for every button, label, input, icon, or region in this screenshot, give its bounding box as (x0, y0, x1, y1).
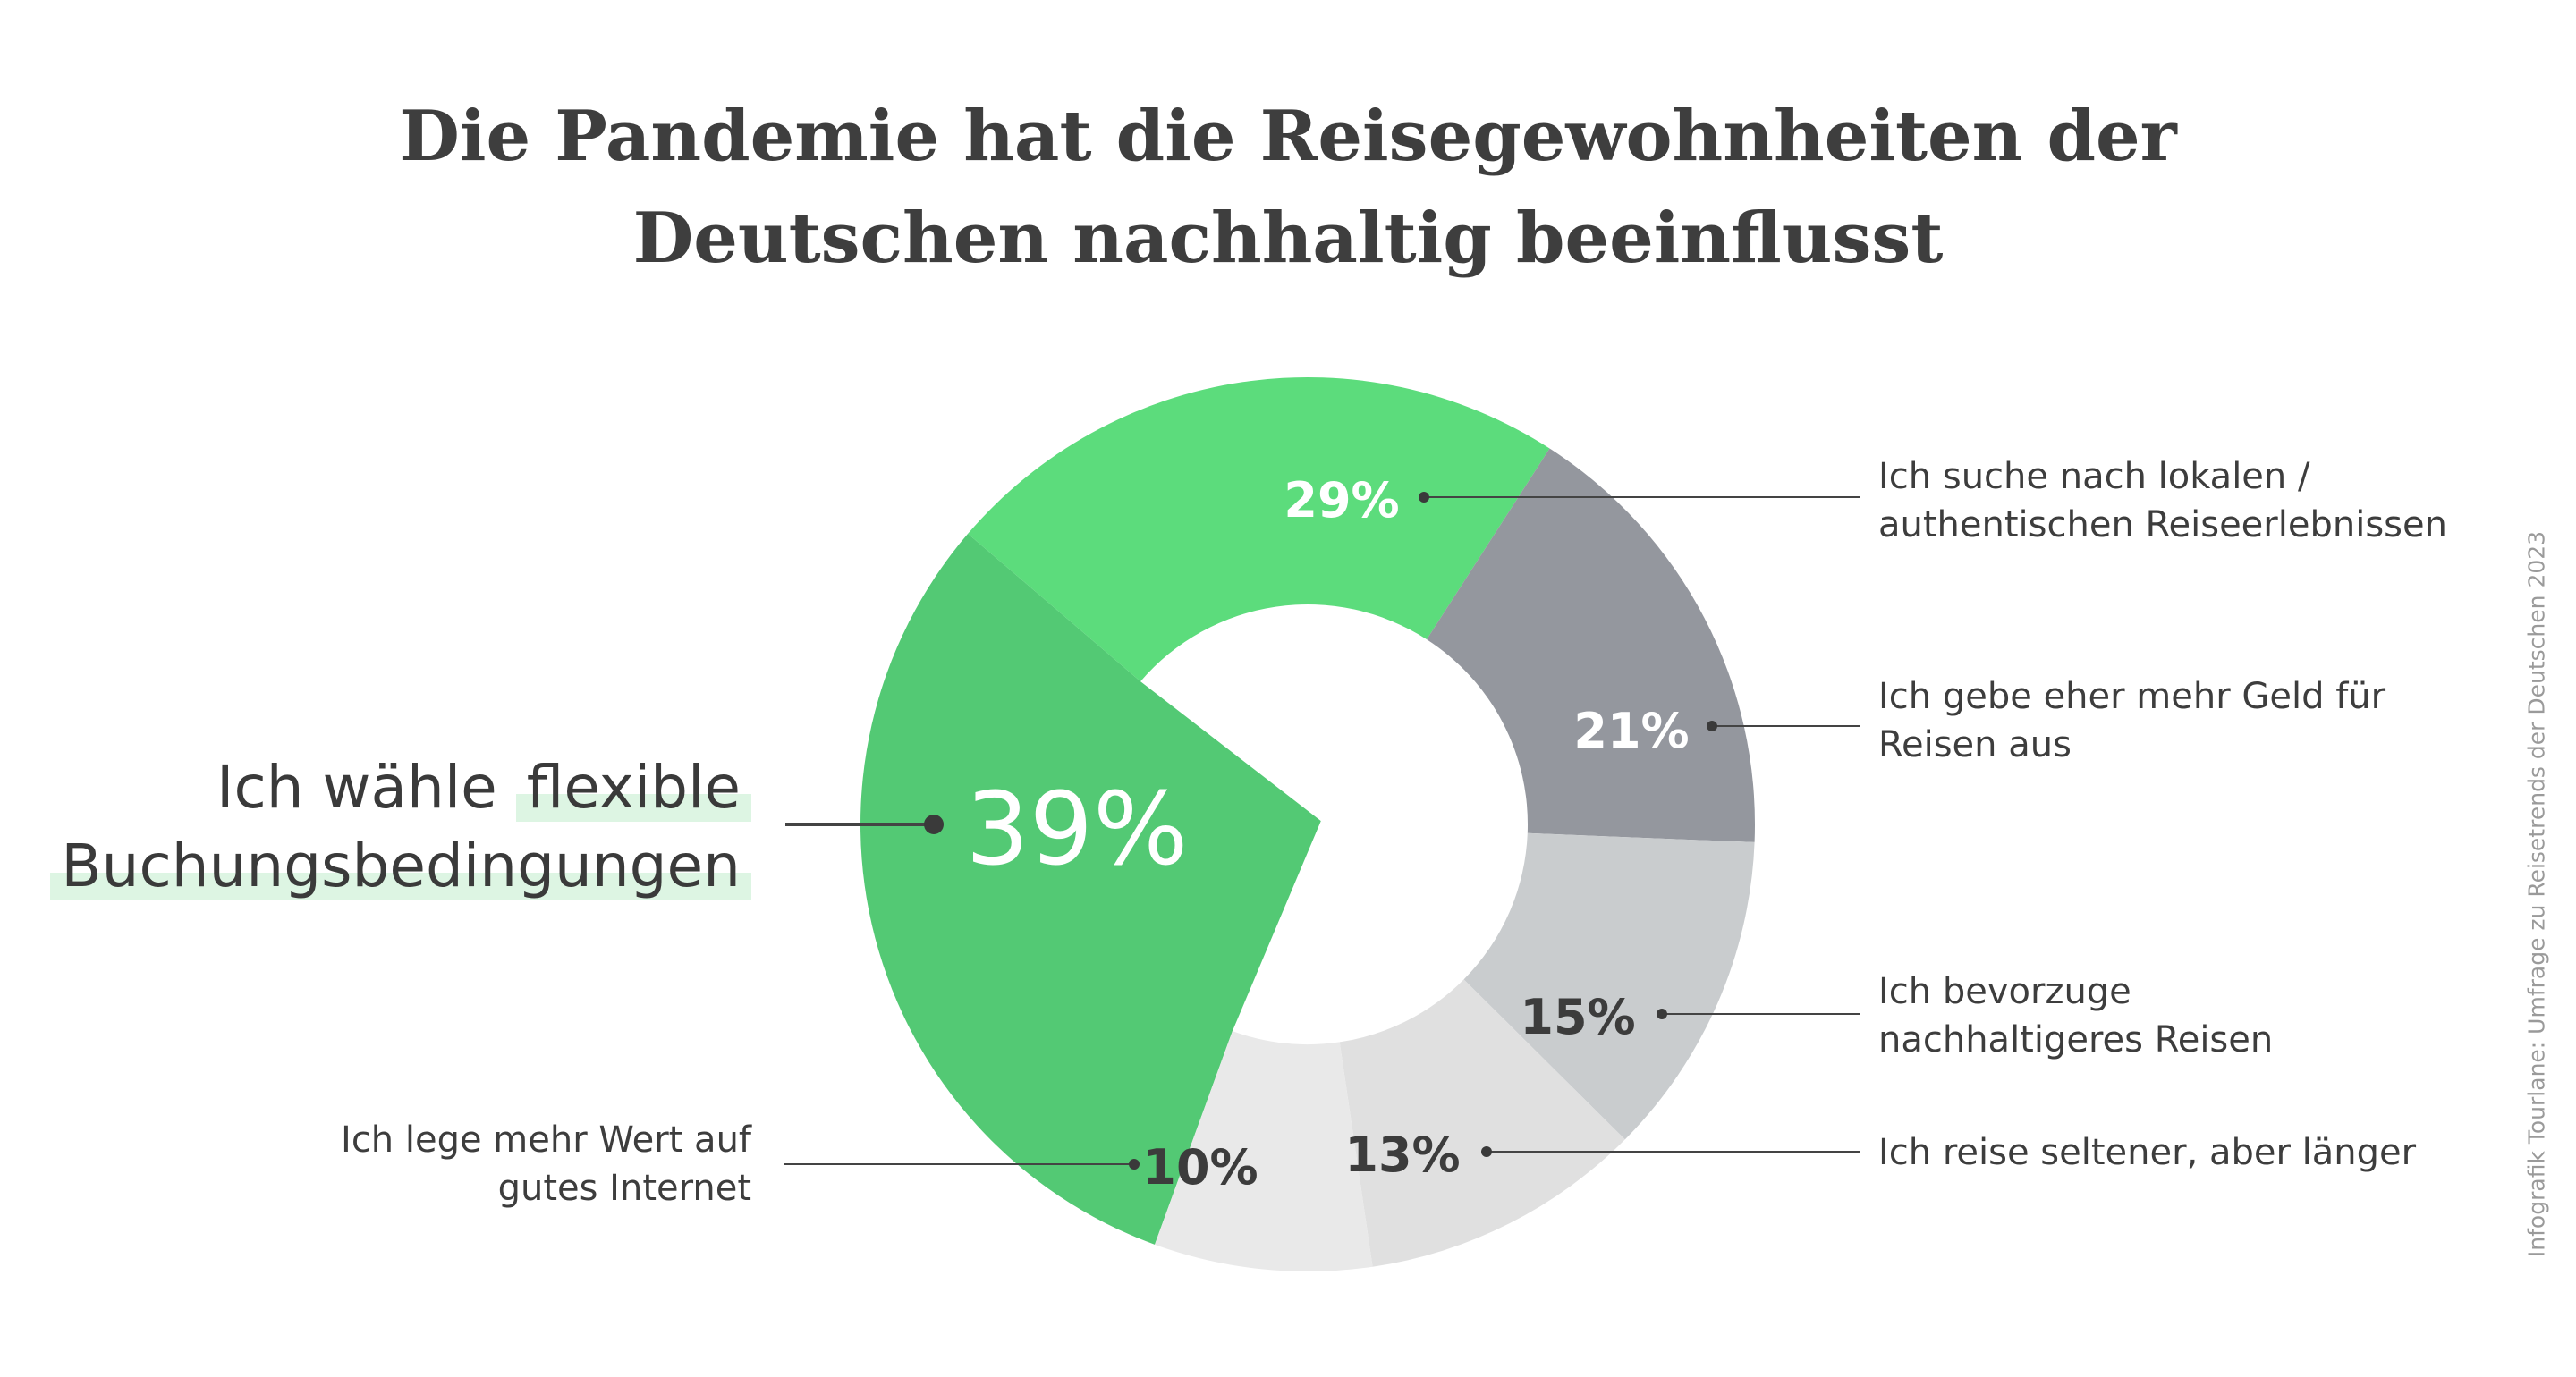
data-label-nachhaltig: 15% (1520, 989, 1636, 1045)
data-label-internet: 10% (1142, 1139, 1258, 1195)
label-flexible-highlight: flexible (515, 753, 751, 822)
label-geld-line-2: Reisen aus (1878, 724, 2072, 765)
chart-title-line-1: Die Pandemie hat die Reisegewohnheiten d… (399, 96, 2177, 177)
slice-lokal (968, 377, 1550, 682)
data-label-flexible: 39% (965, 772, 1189, 888)
slice-nachhaltig (1463, 832, 1755, 1140)
label-flexible-prefix: Ich wähle (216, 753, 516, 822)
data-label-geld: 21% (1573, 703, 1690, 759)
label-internet-line-2: gutes Internet (497, 1168, 751, 1209)
label-nachhaltig-line-2: nachhaltigeres Reisen (1878, 1019, 2274, 1060)
leader-dot-geld (1707, 721, 1717, 731)
label-flexible-highlight-2: Buchungsbedingungen (50, 832, 751, 900)
slice-seltener (1339, 979, 1625, 1267)
leader-dot-flexible (924, 815, 944, 834)
label-internet-line-1: Ich lege mehr Wert auf (341, 1119, 751, 1161)
slice-internet (1154, 1031, 1373, 1271)
label-geld-line-1: Ich gebe eher mehr Geld für (1878, 676, 2386, 717)
label-nachhaltig: Ich bevorzuge nachhaltigeres Reisen (1878, 967, 2273, 1064)
leader-dot-lokal (1419, 492, 1429, 503)
leader-dot-internet (1129, 1159, 1140, 1170)
source-credit: Infografik Tourlane: Umfrage zu Reisetre… (2523, 530, 2550, 1258)
label-lokal-line-1: Ich suche nach lokalen / (1878, 456, 2310, 497)
leader-dot-nachhaltig (1657, 1009, 1667, 1019)
label-seltener: Ich reise seltener, aber länger (1878, 1128, 2416, 1177)
leader-dot-seltener (1481, 1146, 1492, 1157)
slice-flexible (860, 533, 1321, 1245)
label-flexible-line-1: Ich wähle flexible (216, 749, 751, 826)
label-nachhaltig-line-1: Ich bevorzuge (1878, 971, 2131, 1012)
slice-geld (1427, 448, 1755, 842)
data-label-seltener: 13% (1344, 1127, 1461, 1183)
label-geld: Ich gebe eher mehr Geld für Reisen aus (1878, 672, 2385, 769)
label-seltener-line-1: Ich reise seltener, aber länger (1878, 1132, 2417, 1173)
label-lokal-line-2: authentischen Reiseerlebnissen (1878, 504, 2447, 545)
label-internet: Ich lege mehr Wert auf gutes Internet (341, 1116, 751, 1212)
label-flexible-line-2: Buchungsbedingungen (50, 828, 751, 905)
chart-title-line-2: Deutschen nachhaltig beeinflusst (632, 198, 1944, 279)
data-label-lokal: 29% (1284, 472, 1400, 528)
label-lokal: Ich suche nach lokalen / authentischen R… (1878, 452, 2447, 549)
